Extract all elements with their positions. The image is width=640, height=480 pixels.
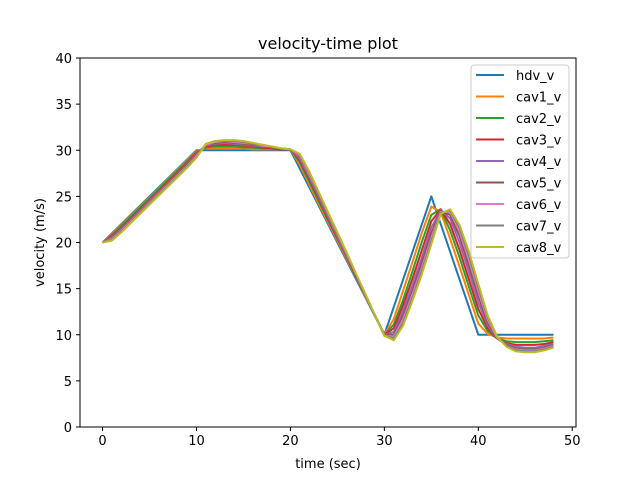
x-tick-label: 40 xyxy=(470,434,487,449)
x-axis: 0 10 20 30 40 50 xyxy=(98,427,581,449)
legend-label: cav2_v xyxy=(516,112,562,127)
legend: hdv_v cav1_v cav2_v cav3_v cav4_v cav5_v cav6_… xyxy=(470,64,570,259)
y-tick-label: 5 xyxy=(64,375,72,390)
legend-label: cav1_v xyxy=(516,91,562,106)
x-tick-label: 10 xyxy=(188,434,205,449)
legend-frame xyxy=(470,64,570,259)
y-tick-label: 0 xyxy=(64,421,72,436)
y-axis: 0 5 10 15 20 25 30 35 40 xyxy=(55,52,80,436)
chart-title: velocity-time plot xyxy=(258,34,398,53)
y-tick-label: 35 xyxy=(55,98,72,113)
y-tick-label: 15 xyxy=(55,283,72,298)
legend-label: hdv_v xyxy=(516,69,555,84)
x-tick-label: 30 xyxy=(376,434,393,449)
y-tick-label: 20 xyxy=(55,237,72,252)
y-tick-label: 10 xyxy=(55,329,72,344)
y-tick-label: 40 xyxy=(55,52,72,67)
legend-label: cav6_v xyxy=(516,198,562,213)
legend-label: cav3_v xyxy=(516,134,562,149)
legend-label: cav5_v xyxy=(516,177,562,192)
legend-label: cav4_v xyxy=(516,155,562,170)
y-tick-label: 30 xyxy=(55,144,72,159)
legend-label: cav8_v xyxy=(516,241,562,256)
x-axis-label: time (sec) xyxy=(295,457,361,472)
x-tick-label: 50 xyxy=(564,434,581,449)
x-tick-label: 0 xyxy=(98,434,106,449)
y-tick-label: 25 xyxy=(55,190,72,205)
legend-label: cav7_v xyxy=(516,220,562,235)
series-line-cav8-v xyxy=(102,139,554,354)
x-tick-label: 20 xyxy=(282,434,299,449)
y-axis-label: velocity (m/s) xyxy=(33,198,48,287)
series-layer xyxy=(101,139,554,354)
